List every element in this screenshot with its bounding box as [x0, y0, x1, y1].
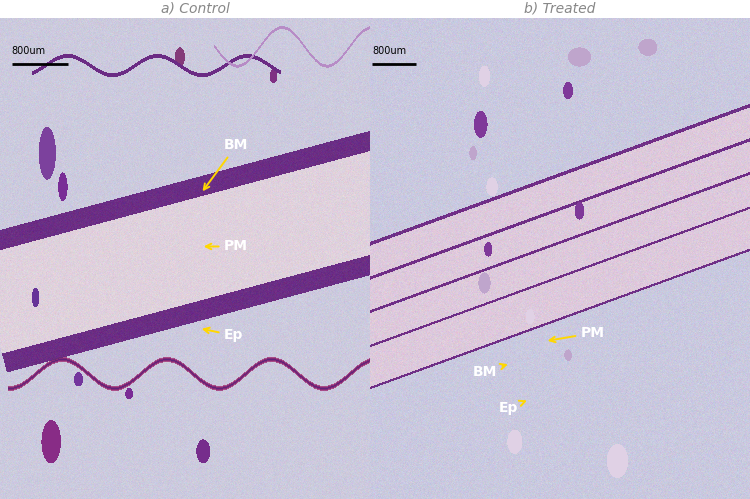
Text: PM: PM	[206, 240, 248, 253]
Text: 800um: 800um	[12, 46, 46, 56]
Text: PM: PM	[550, 326, 605, 342]
Text: b) Treated: b) Treated	[524, 2, 596, 16]
Text: a) Control: a) Control	[160, 2, 230, 16]
Text: BM: BM	[472, 364, 506, 379]
Text: Ep: Ep	[500, 401, 525, 415]
Text: Ep: Ep	[204, 328, 244, 342]
Text: 800um: 800um	[372, 46, 406, 56]
Text: BM: BM	[204, 138, 248, 190]
